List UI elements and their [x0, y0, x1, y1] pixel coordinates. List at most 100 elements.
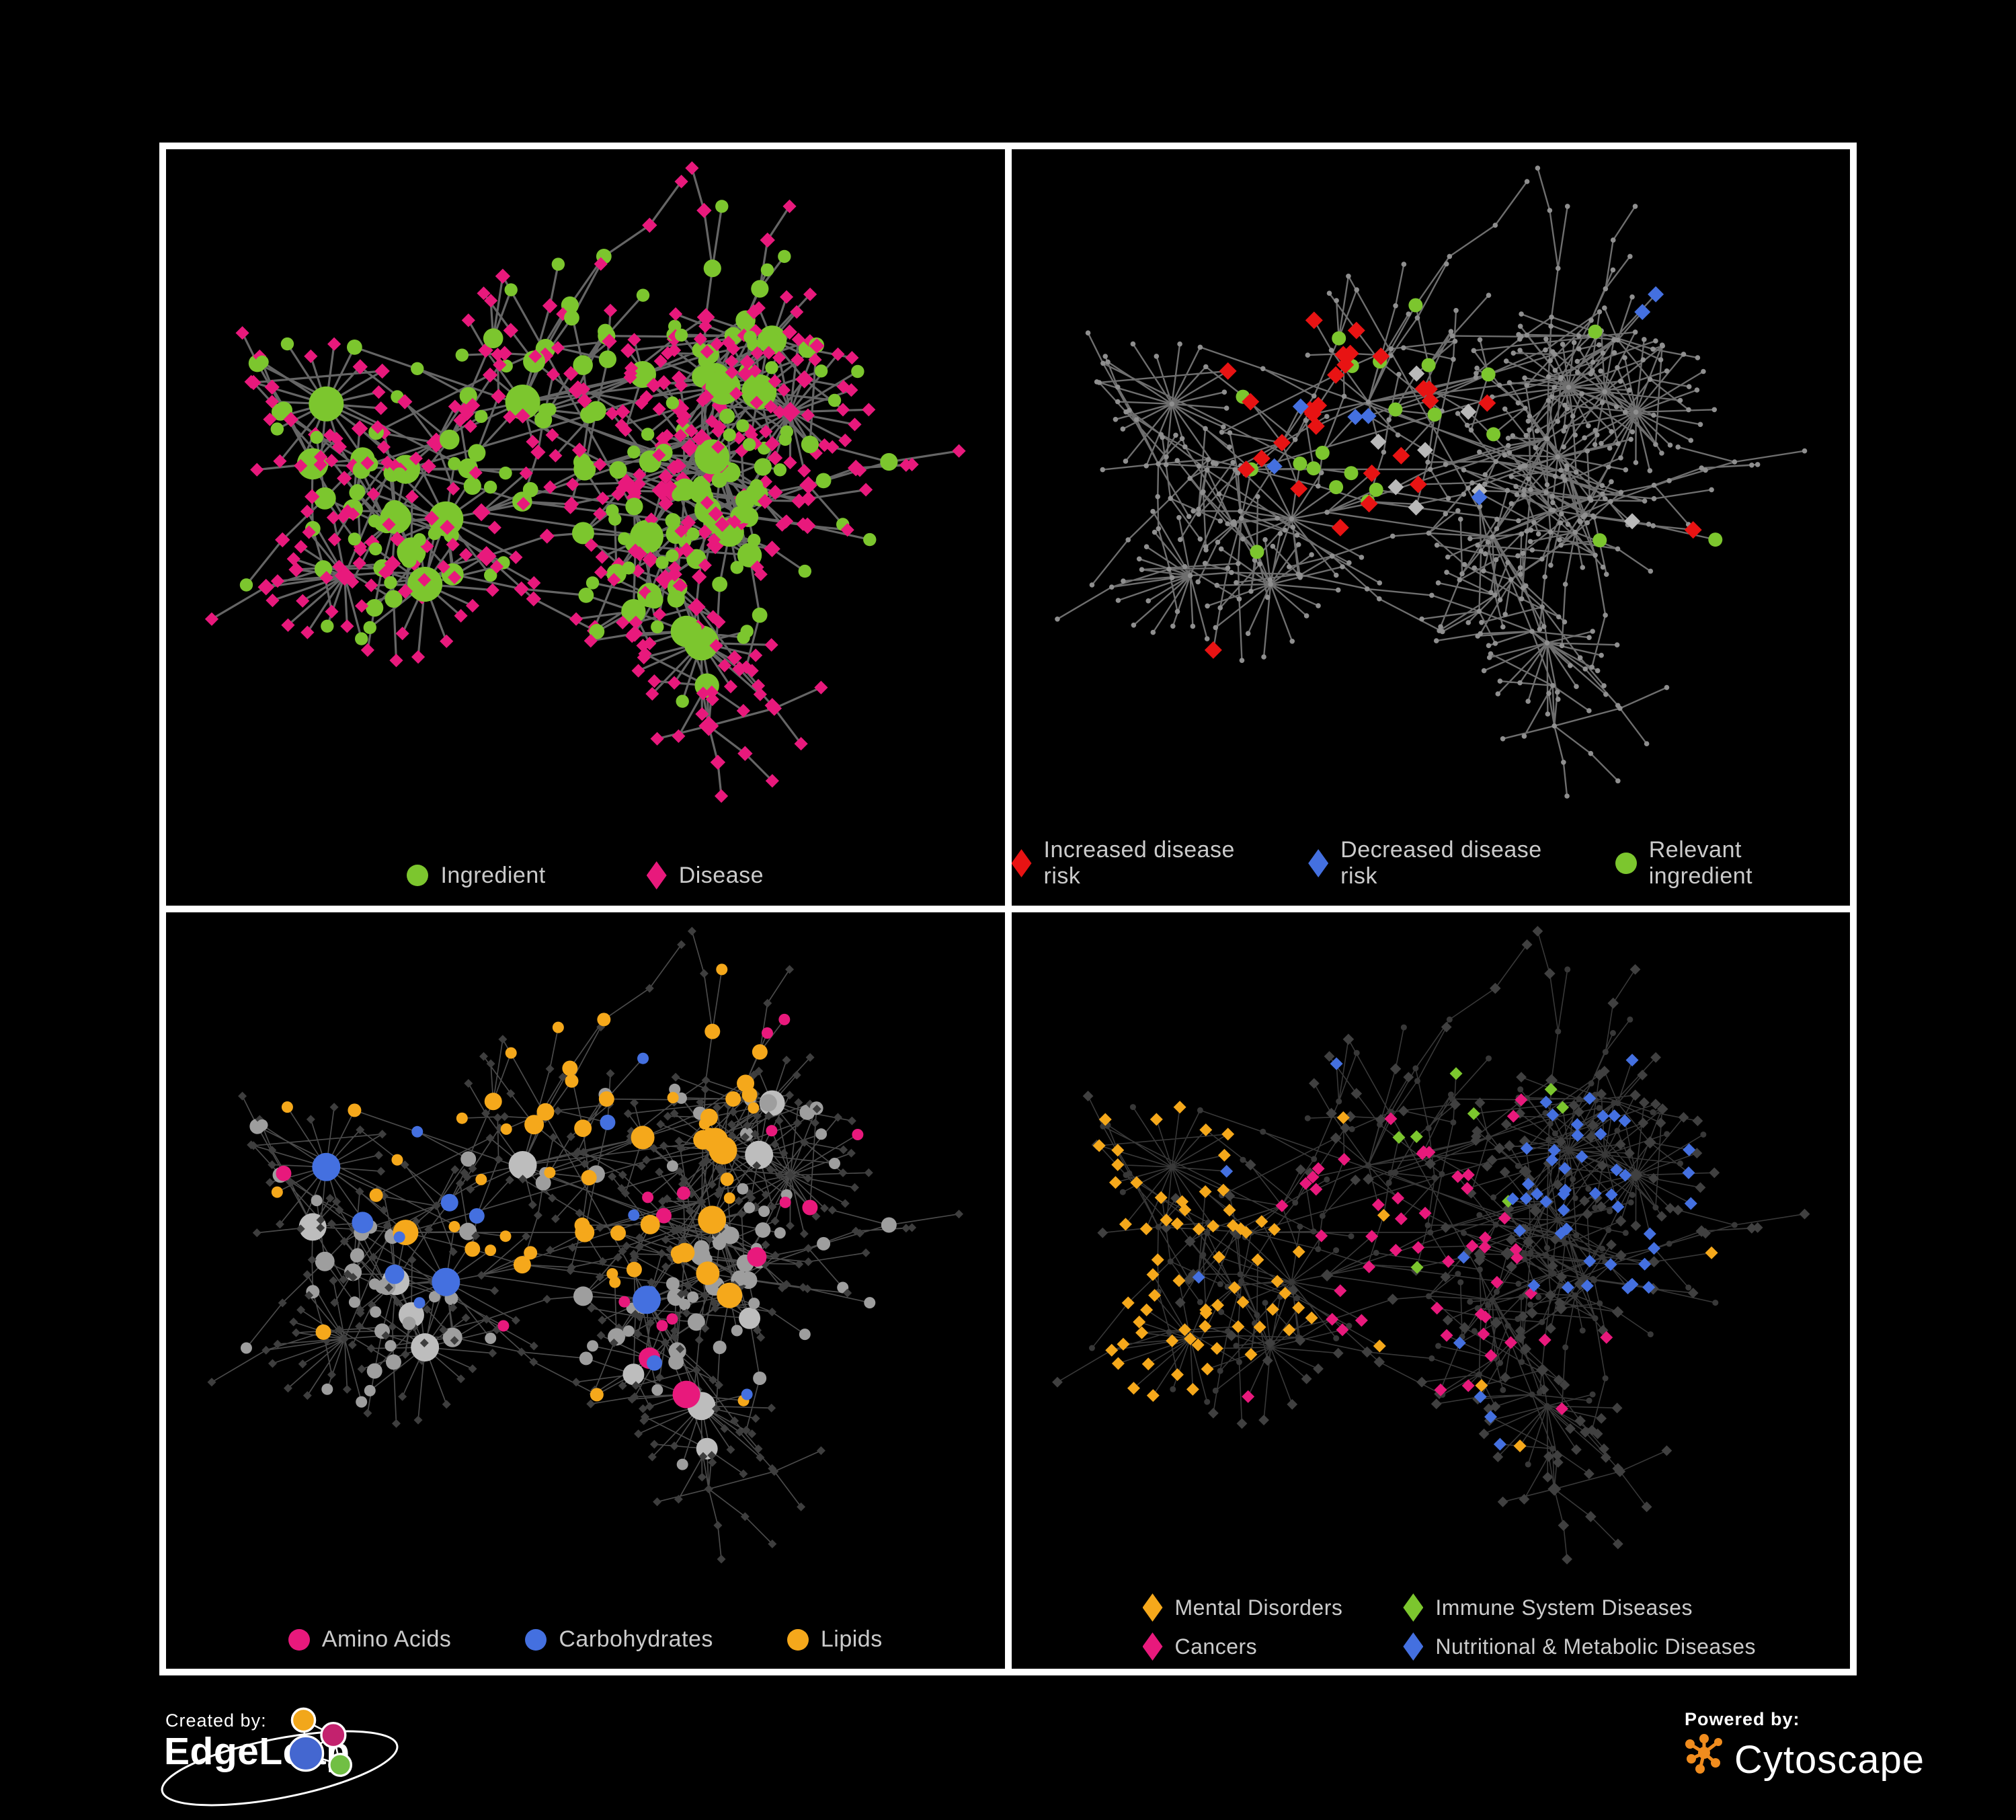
panel-disease-categories: Mental Disorders Immune System Diseases Ca… [1011, 912, 1850, 1669]
graph-node [1557, 1203, 1570, 1217]
graph-node [727, 1131, 737, 1140]
graph-node [349, 485, 365, 501]
graph-node [397, 584, 413, 599]
graph-node [1104, 1343, 1118, 1357]
graph-node [385, 590, 403, 608]
graph-node [1131, 623, 1136, 628]
graph-node [1376, 580, 1382, 586]
graph-node [1115, 598, 1121, 603]
graph-node [1217, 1308, 1224, 1315]
graph-node [668, 343, 682, 358]
graph-node [1544, 1082, 1558, 1096]
graph-node [432, 1267, 460, 1296]
graph-node [656, 1119, 666, 1129]
graph-node [1291, 1199, 1298, 1206]
graph-node [1435, 580, 1441, 586]
graph-node [647, 1355, 663, 1371]
graph-node [1615, 1250, 1627, 1261]
graph-node [734, 1196, 743, 1205]
graph-node [1054, 617, 1060, 622]
graph-node [1508, 577, 1513, 582]
graph-node [1197, 344, 1203, 350]
graph-node [715, 1164, 724, 1173]
graph-node [669, 307, 683, 321]
edgeleap-branding: Created by: EdgeLeap [161, 1706, 430, 1814]
graph-node [696, 308, 715, 327]
graph-node [1543, 489, 1549, 496]
graph-node [764, 399, 778, 414]
graph-node [1412, 1065, 1418, 1072]
graph-node [1089, 582, 1094, 588]
graph-node [708, 506, 723, 522]
graph-node [642, 217, 657, 233]
graph-node [1385, 417, 1392, 423]
graph-node [278, 1298, 287, 1308]
graph-node [811, 1118, 820, 1127]
graph-node [1331, 518, 1349, 537]
graph-node [705, 1235, 715, 1244]
graph-node [1526, 1307, 1538, 1319]
graph-node [1543, 1252, 1549, 1259]
graph-node [752, 1161, 762, 1171]
graph-node [1600, 350, 1605, 356]
graph-node [645, 686, 659, 701]
graph-node [1506, 1192, 1519, 1205]
graph-node [817, 438, 832, 452]
graph-node [1524, 332, 1529, 338]
graph-node [1589, 1391, 1596, 1398]
graph-node [840, 1199, 850, 1208]
graph-node [768, 485, 783, 500]
graph-node [583, 634, 598, 648]
graph-node [238, 1091, 247, 1101]
graph-node [1420, 380, 1438, 398]
graph-node [808, 353, 822, 367]
graph-node [398, 1392, 407, 1401]
graph-node [1318, 470, 1324, 475]
graph-node [1410, 1261, 1424, 1274]
graph-node [1425, 1125, 1432, 1132]
graph-node [1586, 708, 1592, 713]
graph-node [385, 1264, 405, 1284]
graph-node [670, 1441, 679, 1451]
graph-node [698, 1118, 711, 1130]
graph-node [1094, 379, 1099, 385]
graph-node [528, 1200, 537, 1210]
legend-item-nutritional-metabolic-diseases: Nutritional & Metabolic Diseases [1403, 1632, 1756, 1661]
graph-node [1561, 1281, 1574, 1294]
graph-node [1586, 1119, 1599, 1131]
graph-node [1295, 542, 1301, 547]
cytoscape-branding: Powered by: Cytoscape [1683, 1708, 1979, 1802]
graph-node [1492, 641, 1498, 646]
graph-node [952, 444, 966, 458]
graph-node [1582, 1092, 1596, 1105]
graph-node [1324, 510, 1330, 515]
graph-node [646, 377, 661, 393]
graph-node [1521, 1250, 1527, 1257]
graph-node [581, 1170, 597, 1186]
graph-node [516, 497, 530, 511]
graph-node [1514, 1331, 1526, 1343]
graph-node [1510, 433, 1515, 438]
graph-node [1203, 364, 1209, 370]
graph-node [1562, 402, 1568, 408]
graph-node [780, 401, 801, 422]
graph-node [1572, 1195, 1578, 1201]
graph-node [1644, 741, 1649, 746]
graph-node [457, 403, 471, 417]
graph-node [1597, 368, 1603, 374]
graph-node [1282, 527, 1288, 533]
graph-node [1521, 375, 1527, 381]
graph-node [1548, 507, 1554, 513]
graph-node [698, 389, 714, 405]
graph-node [1541, 1472, 1553, 1482]
graph-node [1732, 459, 1737, 465]
graph-node [1150, 1113, 1163, 1126]
graph-node [609, 1338, 618, 1347]
graph-node [1502, 406, 1508, 412]
graph-node [1362, 1173, 1374, 1185]
graph-node [1373, 1356, 1385, 1368]
graph-node [1611, 1200, 1624, 1214]
graph-node [311, 1195, 323, 1207]
graph-node [618, 1171, 627, 1179]
graph-node [782, 324, 797, 340]
